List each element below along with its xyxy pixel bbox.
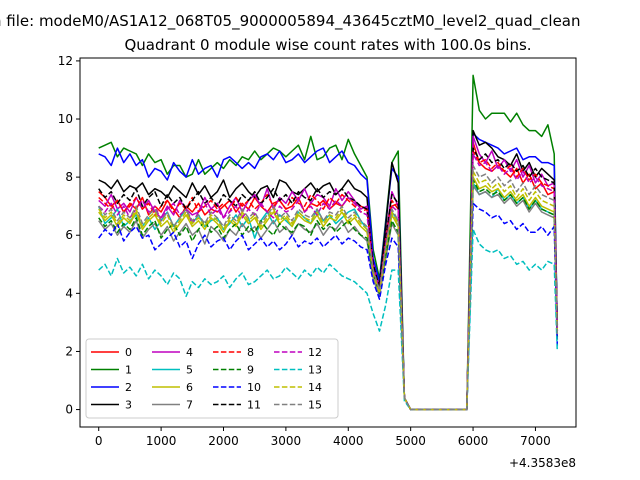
- y-axis: 0 2 4 6 8 10 12: [58, 54, 80, 417]
- y-tick-label: 12: [58, 54, 73, 68]
- series-line-3: [98, 129, 559, 411]
- series-lines: [97, 74, 559, 411]
- series-line-10: [98, 202, 559, 411]
- x-tick-label: 4000: [333, 434, 364, 448]
- legend-label-1: 1: [125, 364, 132, 377]
- legend-label-5: 5: [186, 364, 193, 377]
- series-line-6: [98, 176, 559, 411]
- legend-label-9: 9: [247, 364, 254, 377]
- chart-title: Quadrant 0 module wise count rates with …: [124, 36, 532, 54]
- legend-label-10: 10: [247, 381, 261, 394]
- legend-label-12: 12: [308, 346, 322, 359]
- legend-label-13: 13: [308, 364, 322, 377]
- series-line-12: [98, 153, 559, 411]
- x-tick-label: 0: [95, 434, 103, 448]
- x-tick-label: 7000: [520, 434, 551, 448]
- legend-box: [85, 338, 339, 419]
- legend-label-15: 15: [308, 399, 322, 412]
- y-tick-label: 6: [65, 228, 73, 242]
- y-tick-label: 10: [58, 112, 73, 126]
- y-tick-label: 2: [65, 344, 73, 358]
- x-axis: 0 1000 2000 3000 4000 5000 6000 7000: [95, 427, 551, 448]
- series-line-14: [98, 170, 559, 411]
- figure-suptitle: n file: modeM0/AS1A12_068T05_9000005894_…: [0, 12, 581, 30]
- legend-label-11: 11: [247, 399, 261, 412]
- legend-label-4: 4: [186, 346, 193, 359]
- series-line-8: [98, 150, 559, 411]
- series-line-11: [98, 147, 559, 411]
- legend-label-6: 6: [186, 381, 193, 394]
- x-tick-label: 3000: [271, 434, 302, 448]
- series-line-15: [98, 164, 559, 411]
- legend-label-2: 2: [125, 381, 132, 394]
- legend-label-7: 7: [186, 399, 193, 412]
- y-tick-label: 4: [65, 286, 73, 300]
- legend-label-0: 0: [125, 346, 132, 359]
- legend-label-8: 8: [247, 346, 254, 359]
- x-tick-label: 2000: [208, 434, 239, 448]
- series-line-13: [98, 228, 559, 411]
- y-tick-label: 0: [65, 403, 73, 417]
- x-tick-label: 1000: [146, 434, 177, 448]
- x-tick-label: 5000: [395, 434, 426, 448]
- x-tick-label: 6000: [458, 434, 489, 448]
- plot-area-frame: [79, 57, 577, 428]
- legend-label-14: 14: [308, 381, 322, 394]
- y-tick-label: 8: [65, 170, 73, 184]
- legend-label-3: 3: [125, 399, 132, 412]
- x-offset-label: +4.3583e8: [509, 456, 576, 470]
- series-line-2: [98, 132, 559, 411]
